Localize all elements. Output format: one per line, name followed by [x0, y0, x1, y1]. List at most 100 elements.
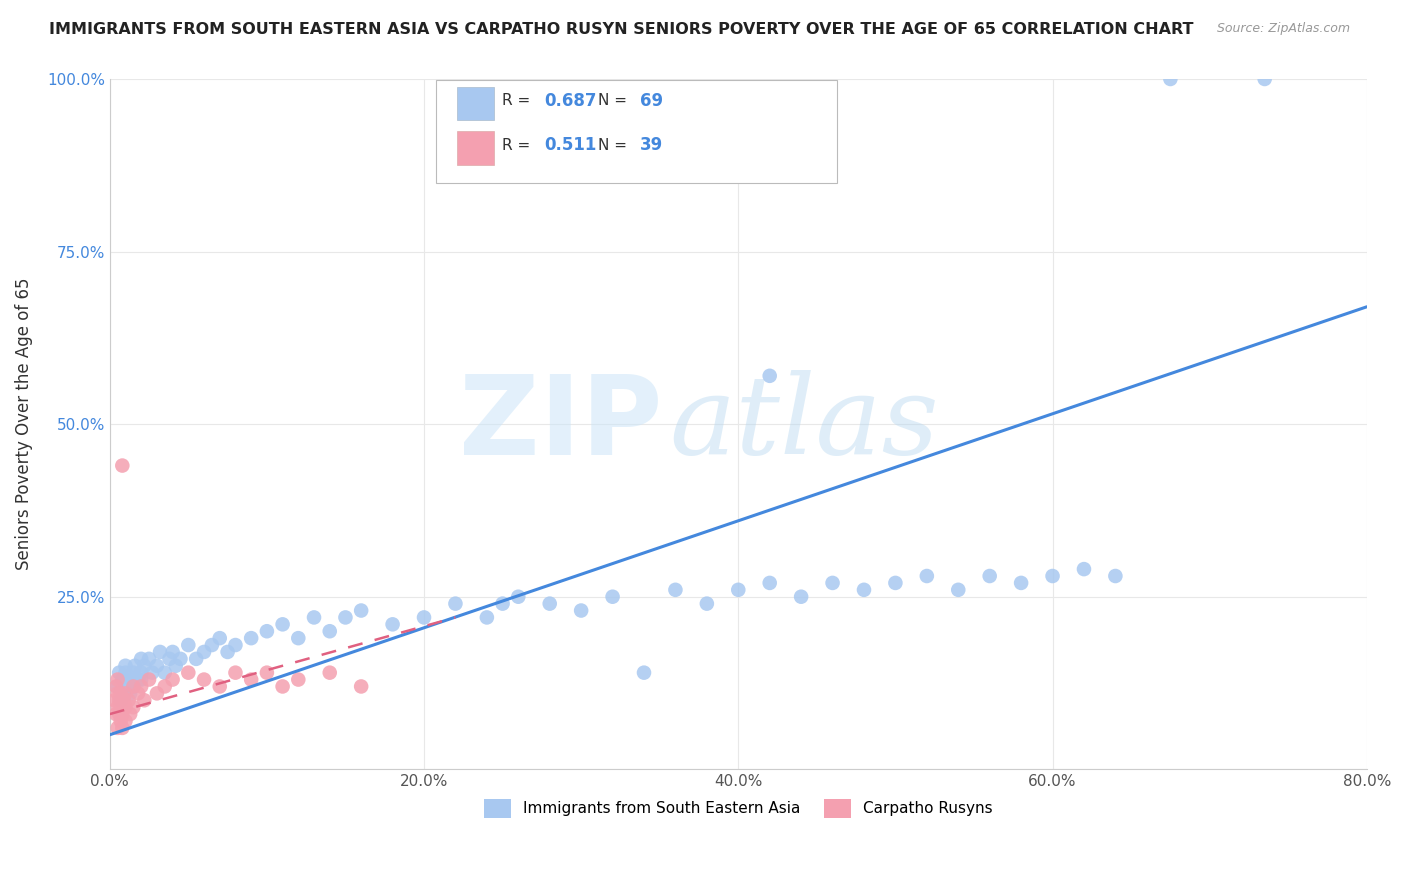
Point: [948, 582, 970, 597]
Point: [103, 693, 125, 707]
Point: [153, 665, 176, 680]
Point: [319, 665, 342, 680]
Point: [177, 638, 200, 652]
Point: [138, 673, 160, 687]
Point: [107, 686, 129, 700]
Point: [193, 673, 215, 687]
Point: [224, 638, 246, 652]
Point: [111, 707, 134, 722]
Point: [491, 597, 513, 611]
Text: atlas: atlas: [669, 370, 939, 478]
Point: [602, 590, 624, 604]
Point: [110, 686, 132, 700]
Point: [107, 700, 129, 714]
Point: [120, 686, 142, 700]
Point: [208, 631, 231, 645]
Point: [108, 693, 131, 707]
Point: [149, 645, 172, 659]
Point: [114, 658, 136, 673]
Point: [107, 680, 129, 694]
Point: [821, 575, 844, 590]
Point: [302, 610, 325, 624]
Point: [508, 590, 530, 604]
Point: [138, 652, 160, 666]
Y-axis label: Seniors Poverty Over the Age of 65: Seniors Poverty Over the Age of 65: [15, 278, 32, 570]
Point: [350, 680, 373, 694]
Text: Source: ZipAtlas.com: Source: ZipAtlas.com: [1216, 22, 1350, 36]
Point: [569, 603, 592, 617]
Point: [124, 658, 146, 673]
Text: R =: R =: [502, 138, 536, 153]
Point: [979, 569, 1001, 583]
Point: [758, 575, 780, 590]
Legend: Immigrants from South Eastern Asia, Carpatho Rusyns: Immigrants from South Eastern Asia, Carp…: [478, 793, 1000, 824]
Point: [153, 680, 176, 694]
Point: [108, 707, 131, 722]
Point: [127, 673, 149, 687]
Point: [105, 707, 128, 722]
Point: [287, 631, 309, 645]
Point: [1253, 72, 1275, 87]
Point: [319, 624, 342, 639]
Text: R =: R =: [502, 94, 536, 108]
Point: [114, 673, 136, 687]
Point: [129, 665, 152, 680]
Point: [117, 693, 139, 707]
Point: [165, 658, 187, 673]
Point: [122, 665, 145, 680]
Point: [159, 652, 181, 666]
Point: [114, 686, 136, 700]
Point: [111, 458, 134, 473]
Point: [1159, 72, 1181, 87]
Point: [110, 693, 132, 707]
Point: [122, 680, 145, 694]
Text: N =: N =: [598, 138, 631, 153]
Text: N =: N =: [598, 94, 631, 108]
Point: [122, 700, 145, 714]
Point: [538, 597, 561, 611]
Point: [758, 368, 780, 383]
Point: [335, 610, 357, 624]
Point: [201, 638, 224, 652]
Point: [114, 700, 136, 714]
Point: [134, 658, 156, 673]
Point: [381, 617, 404, 632]
Point: [1073, 562, 1095, 576]
Point: [853, 582, 876, 597]
Point: [112, 693, 135, 707]
Text: 39: 39: [640, 136, 664, 154]
Point: [727, 582, 749, 597]
Point: [444, 597, 467, 611]
Point: [169, 652, 191, 666]
Point: [224, 665, 246, 680]
Point: [112, 686, 135, 700]
Point: [177, 665, 200, 680]
Point: [162, 645, 184, 659]
Point: [208, 680, 231, 694]
Point: [114, 714, 136, 728]
Point: [107, 721, 129, 735]
Point: [146, 658, 169, 673]
Point: [240, 673, 263, 687]
Point: [105, 680, 128, 694]
Point: [111, 673, 134, 687]
Point: [134, 693, 156, 707]
Point: [271, 680, 294, 694]
Point: [350, 603, 373, 617]
Point: [240, 631, 263, 645]
Point: [110, 714, 132, 728]
Point: [217, 645, 239, 659]
Text: 0.687: 0.687: [544, 92, 596, 110]
Point: [193, 645, 215, 659]
Point: [1010, 575, 1032, 590]
Point: [790, 590, 813, 604]
Text: IMMIGRANTS FROM SOUTH EASTERN ASIA VS CARPATHO RUSYN SENIORS POVERTY OVER THE AG: IMMIGRANTS FROM SOUTH EASTERN ASIA VS CA…: [49, 22, 1194, 37]
Point: [413, 610, 436, 624]
Point: [110, 700, 132, 714]
Point: [1042, 569, 1064, 583]
Point: [111, 721, 134, 735]
Point: [162, 673, 184, 687]
Point: [186, 652, 208, 666]
Point: [287, 673, 309, 687]
Point: [1104, 569, 1126, 583]
